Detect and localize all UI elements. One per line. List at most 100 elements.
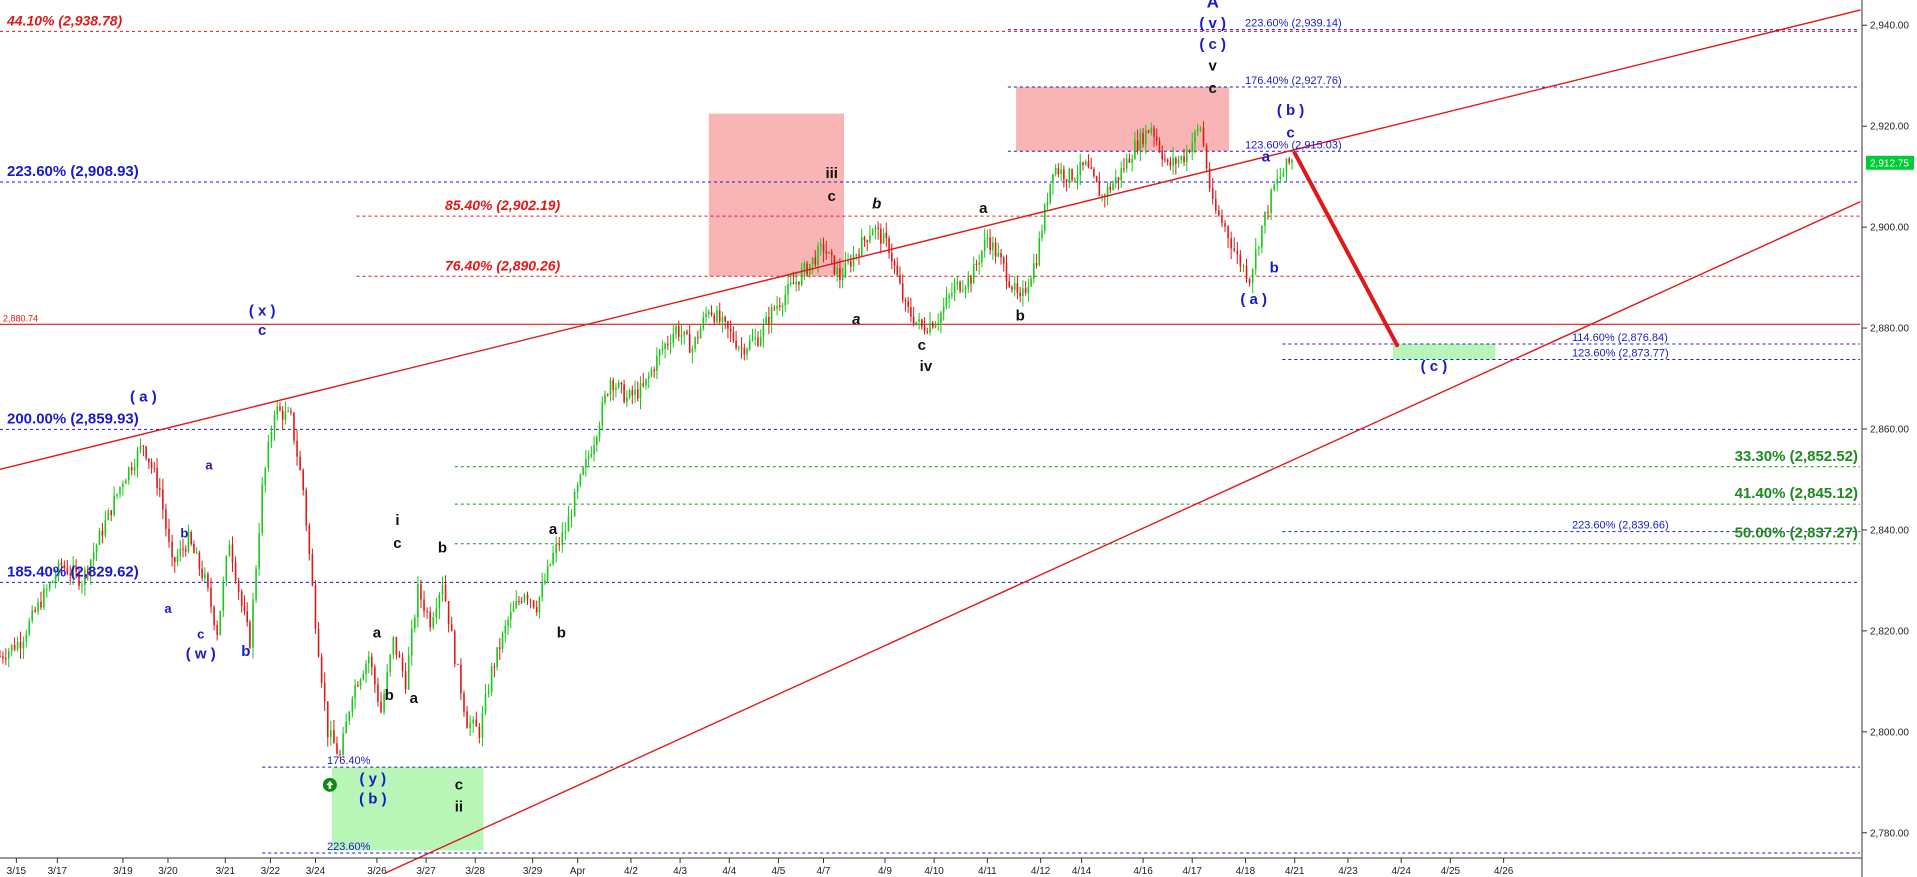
wave-label-1: ( v ) [1199,15,1226,32]
candle-body [647,375,650,379]
candle-body [1164,159,1166,161]
candle-body [142,445,145,447]
candle-body [139,445,142,451]
candle-body [240,591,243,606]
candle-body [210,587,212,607]
candle-body [751,339,754,341]
candle-body [1035,263,1038,266]
candle-body [587,456,590,459]
candle-body [1030,278,1032,287]
date-tick-label-22: 4/16 [1133,866,1153,877]
date-tick-label-10: 3/29 [523,866,543,877]
candle-body [570,516,573,518]
wave-label-33: b [385,687,394,704]
candle-body [541,583,543,598]
candle-body [512,607,515,612]
candle-body [918,319,920,322]
candle-body [507,619,509,626]
candle-body [770,307,773,325]
candle-body [904,299,907,302]
date-tick-label-9: 3/28 [466,866,486,877]
candle-body [386,671,388,695]
candle-body [457,663,459,665]
wave-label-11: iii [825,165,838,182]
date-tick-label-0: 3/15 [7,866,27,877]
candle-body [822,244,825,252]
candle-body [893,261,896,266]
candle-body [567,516,570,532]
candle-body [293,412,295,441]
candle-body [31,610,33,621]
trendline-0 [0,9,1861,471]
candle-body [672,333,675,343]
candle-body [290,411,292,413]
level-label-0: 44.10% (2,938.78) [6,12,123,28]
candle-body [1279,176,1282,179]
level-label-15: 185.40% (2,829.62) [7,563,139,580]
candle-body [1233,248,1236,251]
price-axis[interactable]: 2,940.00 2,920.00 2,900.00 2,880.00 2,860.00… [1861,0,1914,877]
candle-body [1011,286,1013,290]
candle-body [255,568,257,600]
date-tick-label-4: 3/21 [216,866,236,877]
candle-body [435,608,438,618]
candle-body [417,583,419,618]
candle-body [923,326,926,332]
candle-body [453,631,456,664]
candle-body [716,310,718,323]
candle-body [623,384,625,403]
candle-body [759,337,762,346]
candle-body [5,658,7,660]
level-label-5: 85.40% (2,902.19) [445,197,561,213]
candle-body [896,265,899,275]
candle-body [1208,168,1211,189]
candle-body [1060,169,1062,175]
candle-body [871,230,874,236]
candle-body [504,625,507,634]
candle-body [910,306,912,317]
candle-body [258,532,260,569]
candle-body [582,467,584,475]
date-tick-label-1: 3/17 [48,866,68,877]
candle-body [732,331,735,341]
trendline-2 [1292,150,1400,348]
candle-body [162,489,164,510]
candle-body [901,283,904,300]
candle-body [351,698,354,712]
date-axis[interactable]: 3/15 3/17 3/19 3/20 3/21 3/22 3/24 3/26 3/27 3/28… [0,857,1862,877]
candle-body [1145,130,1147,145]
candle-body [116,493,118,496]
candle-body [1098,182,1101,197]
candle-body [1191,142,1194,153]
level-label-1: 223.60% (2,939.14) [1245,18,1342,30]
candle-body [978,262,980,265]
candle-body [841,277,844,281]
candle-body [69,573,72,576]
candle-body [523,594,526,602]
candle-body [606,394,609,396]
candle-body [481,712,484,738]
candle-body [992,242,994,251]
candle-body [989,237,991,251]
candle-body [371,656,373,668]
candle-body [125,480,127,484]
candle-body [573,491,576,517]
date-tick-label-15: 4/5 [771,866,785,877]
candle-body [231,544,234,563]
candle-body [1054,167,1057,175]
candle-body [598,425,601,438]
candle-body [1153,128,1155,137]
candle-body [1288,158,1291,163]
candle-body [1221,215,1223,224]
candle-body [615,387,617,390]
price-tick-label-6: 2,820.00 [1870,626,1909,637]
candle-body [501,633,504,650]
candle-body [48,582,51,589]
candle-body [694,337,696,349]
candle-body [792,282,795,285]
candle-body [642,383,645,386]
level-label-9: 123.60% (2,873.77) [1572,348,1669,360]
candle-body [620,382,623,385]
candle-body [176,555,179,563]
